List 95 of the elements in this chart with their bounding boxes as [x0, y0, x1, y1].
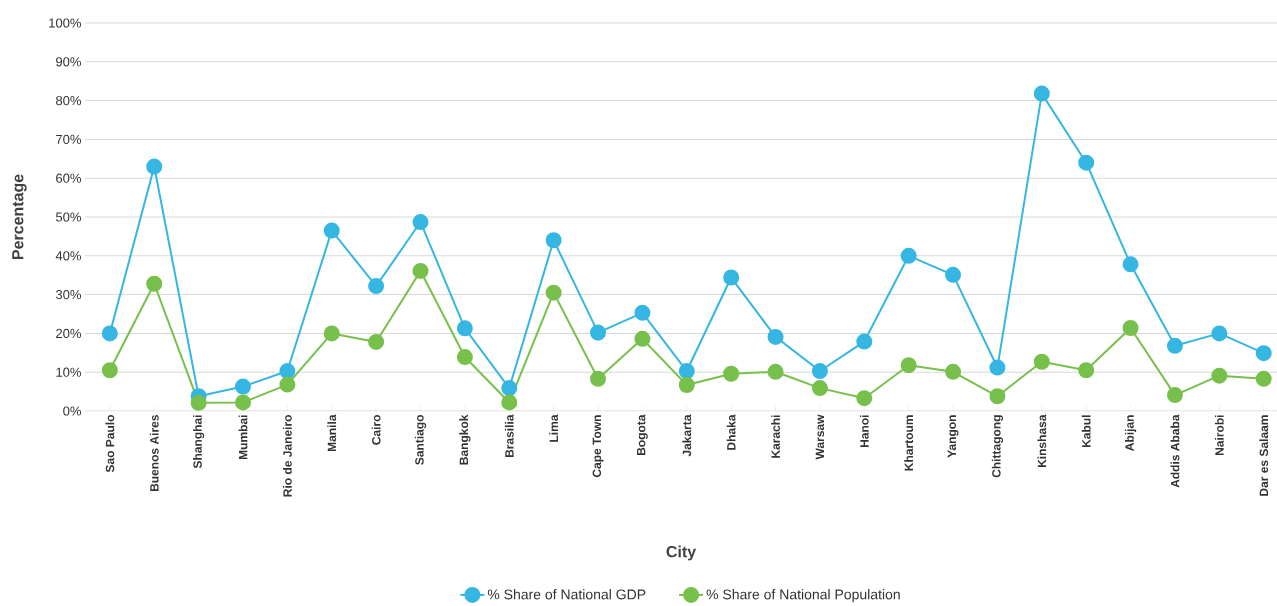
point	[945, 363, 962, 380]
x-tick-label: Karachi	[771, 415, 780, 458]
point	[279, 376, 296, 393]
x-tick-label: Santiago	[414, 415, 427, 465]
x-tick-label: Khartoum	[904, 415, 914, 471]
point	[1255, 345, 1272, 362]
point	[945, 266, 962, 283]
point	[101, 362, 118, 379]
point	[545, 232, 562, 249]
legend-label: % Share of National GDP	[487, 589, 646, 600]
point	[1166, 387, 1183, 404]
x-tick-label: Addis Ababa	[1170, 414, 1180, 488]
point	[501, 380, 518, 397]
point	[234, 378, 251, 395]
x-tick-label: Manila	[327, 414, 337, 452]
x-tick-label: Brasilia	[504, 414, 514, 458]
point	[634, 330, 651, 347]
point	[856, 333, 873, 350]
point	[1078, 362, 1095, 379]
x-tick-label: Mumbai	[238, 415, 248, 460]
point	[1033, 85, 1050, 102]
point	[767, 328, 784, 345]
x-tick-label: Bogota	[637, 414, 648, 456]
x-tick-label: Shanghai	[193, 415, 205, 469]
point	[545, 284, 562, 301]
y-tick-label: 20%	[56, 328, 82, 338]
point	[723, 269, 740, 286]
point	[723, 365, 740, 382]
point	[323, 325, 340, 342]
x-tick-label: Dar es Salaam	[1259, 415, 1269, 496]
point	[146, 158, 163, 175]
point	[368, 333, 385, 350]
point	[412, 262, 429, 279]
x-tick-label: Buenos Aires	[149, 415, 159, 492]
point	[279, 363, 296, 380]
x-tick-label: Kinshasa	[1037, 414, 1047, 468]
x-tick-label: Jakarta	[682, 414, 692, 457]
y-tick-label: 0%	[63, 406, 82, 416]
point	[767, 363, 784, 380]
point	[1255, 370, 1272, 387]
point	[1166, 337, 1183, 354]
point	[678, 363, 695, 380]
point	[456, 320, 473, 337]
point	[811, 380, 828, 397]
point	[856, 390, 873, 407]
x-tick-label: Chittagong	[991, 415, 1004, 478]
point	[900, 247, 917, 264]
y-axis-title: Percentage	[12, 174, 27, 260]
x-tick-label: Abijan	[1124, 415, 1137, 451]
point	[989, 388, 1006, 405]
point	[1078, 154, 1095, 171]
point	[900, 357, 917, 374]
point	[1122, 319, 1139, 336]
y-tick-label: 10%	[56, 367, 82, 377]
x-tick-label: Sao Paulo	[105, 415, 115, 473]
y-tick-label: 80%	[56, 95, 82, 106]
point	[501, 394, 518, 411]
y-tick-label: 60%	[56, 173, 82, 183]
x-tick-label: Hanoi	[859, 415, 869, 448]
x-tick-label: Rio de Janeiro	[282, 415, 292, 497]
y-tick-label: 40%	[55, 251, 82, 261]
point	[190, 394, 207, 411]
x-tick-label: Yangon	[947, 415, 959, 458]
y-tick-label: 50%	[55, 212, 82, 222]
point	[456, 349, 473, 366]
point	[146, 275, 163, 292]
x-tick-label: Warsaw	[815, 414, 825, 460]
x-tick-label: Cairo	[371, 415, 381, 445]
y-tick-label: 90%	[56, 57, 82, 67]
x-tick-label: Nairobi	[1214, 415, 1224, 456]
x-tick-label: Dhaka	[726, 414, 736, 450]
point	[678, 377, 695, 393]
y-tick-label: 70%	[56, 134, 82, 144]
point	[590, 370, 607, 387]
y-tick-label: 100%	[49, 18, 82, 28]
point	[1211, 325, 1228, 342]
point	[234, 394, 251, 411]
x-tick-label: Kabul	[1081, 415, 1091, 448]
x-tick-label: Bangkok	[459, 414, 471, 465]
y-tick-label: 30%	[55, 289, 82, 300]
point	[101, 325, 118, 342]
point	[1033, 353, 1050, 370]
x-axis-title: City	[666, 545, 697, 561]
point	[368, 278, 385, 295]
x-tick-label: Lima	[549, 414, 559, 442]
point	[634, 304, 651, 321]
point	[1211, 367, 1228, 384]
point	[811, 363, 828, 380]
point	[989, 359, 1006, 376]
legend-label: % Share of National Population	[706, 589, 900, 603]
x-tick-label: Cape Town	[592, 415, 604, 478]
point	[323, 222, 340, 239]
point	[1122, 256, 1139, 273]
point	[590, 324, 607, 341]
point	[412, 214, 429, 231]
